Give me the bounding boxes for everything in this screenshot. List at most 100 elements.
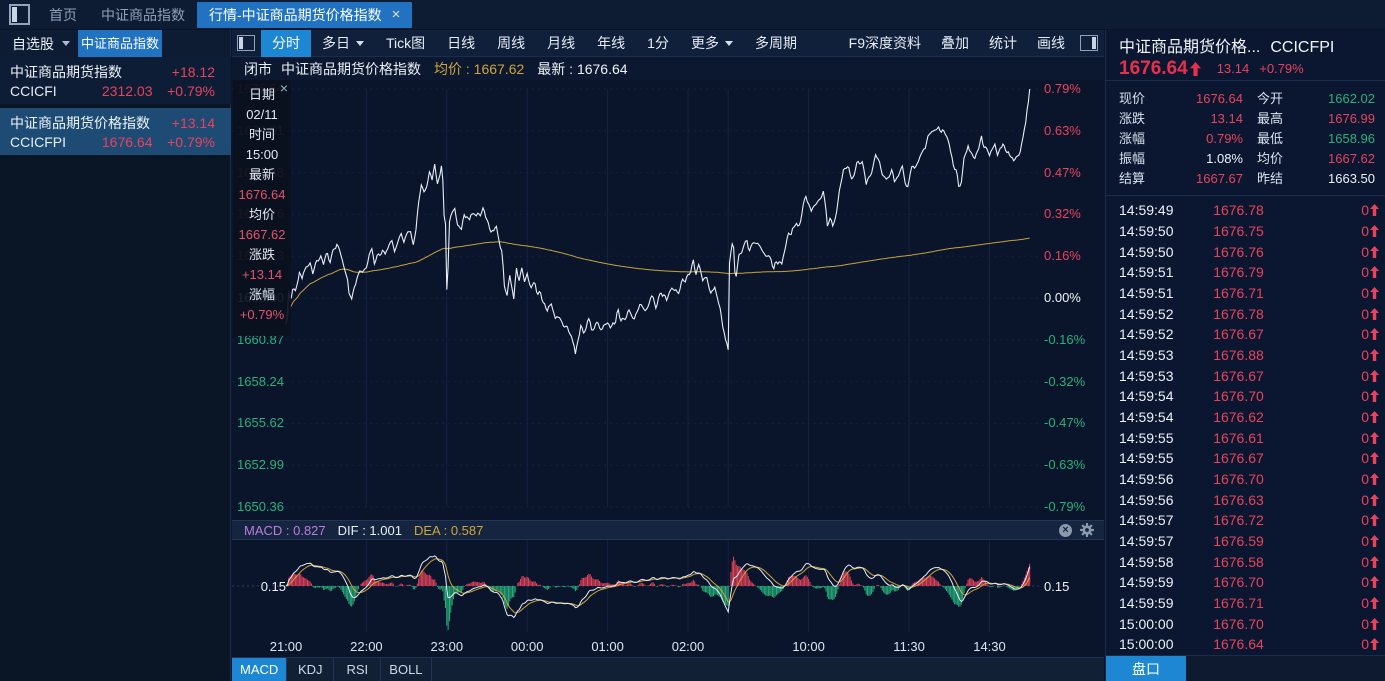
quote-field-label: 现价 [1119,91,1146,106]
tick-price: 1676.76 [1213,243,1264,260]
quote-field-value: 1667.62 [1328,151,1375,166]
indicator-tab-bar: MACD KDJ RSI BOLL [232,657,1104,681]
tick-volume-value: 0 [1361,471,1369,488]
tick-row: 14:59:50 1676.75 0 [1106,221,1385,242]
overlay-button[interactable]: 叠加 [941,34,969,51]
f9-depth-button[interactable]: F9深度资料 [848,34,921,51]
tick-price: 1676.71 [1213,285,1264,302]
toolbar-right-group: F9深度资料 叠加 统计 画线 [839,30,1104,57]
time-axis-label: 11:30 [893,639,925,654]
tick-volume-value: 0 [1361,367,1369,384]
tick-row: 14:59:57 1676.59 0 [1106,531,1385,552]
arrow-up-icon [1370,369,1379,382]
tick-time: 14:59:51 [1119,285,1174,302]
percent-axis-label: -0.63% [1044,457,1086,473]
tick-row: 14:59:59 1676.71 0 [1106,593,1385,614]
period-button-label: 日线 [447,34,476,51]
period-button-label: 更多 [690,34,719,51]
period-button[interactable]: 年线 [586,30,636,57]
order-book-button[interactable]: 盘口 [1106,656,1186,681]
tick-row: 14:59:59 1676.70 0 [1106,572,1385,593]
period-button[interactable]: 日线 [436,30,486,57]
instrument-change: +18.12 [171,63,215,80]
percent-axis-label: -0.79% [1044,499,1086,514]
tick-row: 14:59:51 1676.71 0 [1106,283,1385,304]
indicator-tab[interactable]: BOLL [381,658,432,681]
macd-axis-label-right: 0.15 [1044,579,1070,594]
watchlist-item[interactable]: 中证商品期货价格指数 +13.14 CCICFPI 1676.64 +0.79% [0,108,231,155]
app-layout-icon[interactable] [9,4,30,25]
watchlist-group-tab[interactable]: 中证商品指数 [78,30,163,57]
tick-volume: 0 [1361,450,1385,466]
tick-time: 15:00:00 [1119,615,1174,632]
period-button[interactable]: Tick图 [375,30,436,57]
tick-time: 14:59:50 [1119,243,1174,260]
tick-volume: 0 [1361,595,1385,611]
instrument-name: 中证商品期货价格指数 [10,114,150,131]
period-button[interactable]: 周线 [486,30,536,57]
macd-header: MACD : 0.827 DIF : 1.001 DEA : 0.587 × [232,520,1104,540]
chart-canvas[interactable]: 1676.641674.011671.381668.761666.131663.… [232,80,1104,657]
time-axis-label: 10:00 [792,639,825,654]
percent-axis-label: 0.63% [1044,122,1081,138]
quote-field-value: 13.14 [1210,111,1243,126]
tick-time: 14:59:55 [1119,450,1174,467]
quote-grid-row: 结算 1667.67 昨结 1663.50 [1106,169,1385,189]
period-button[interactable]: 多周期 [744,30,808,57]
tick-volume-value: 0 [1361,595,1369,612]
time-axis-label: 01:00 [591,639,624,654]
indicator-tab[interactable]: MACD [232,658,288,681]
tick-row: 14:59:51 1676.79 0 [1106,262,1385,283]
time-axis-label: 22:00 [350,639,383,654]
tab-home[interactable]: 首页 [49,6,77,23]
period-button[interactable]: 更多 [680,30,744,57]
indicator-tab[interactable]: KDJ [287,658,335,681]
watchlist-group-select[interactable]: 自选股 [12,35,54,52]
tooltip-row: 日期 [248,87,275,102]
panel-toggle-right-icon[interactable] [1080,35,1098,51]
macd-value: MACD : 0.827 [244,522,326,538]
tick-volume: 0 [1361,409,1385,425]
watchlist-item[interactable]: 中证商品期货指数 +18.12 CCICFI 2312.03 +0.79% [0,57,231,104]
tab-csi-commodity-index[interactable]: 中证商品指数 [101,6,185,23]
gear-icon[interactable] [1080,523,1094,537]
period-button[interactable]: 1分 [636,30,680,57]
arrow-up-icon [1370,245,1379,258]
statistics-button[interactable]: 统计 [989,34,1017,51]
arrow-up-icon [1370,617,1379,630]
period-button-label: 月线 [547,34,576,51]
quote-grid-row: 现价 1676.64 今开 1662.02 [1106,89,1385,109]
panel-toggle-left-icon[interactable] [237,35,255,51]
tick-volume: 0 [1361,326,1385,342]
tick-volume-value: 0 [1361,533,1369,550]
quote-instrument-code: CCICFPI [1270,39,1335,56]
tooltip-row: 1676.64 [238,187,286,202]
close-indicator-icon[interactable]: × [1059,523,1072,537]
tick-volume-value: 0 [1361,264,1369,281]
arrow-up-icon [1189,61,1201,76]
tick-row: 15:00:00 1676.64 0 [1106,634,1385,655]
tooltip-close-icon[interactable]: × [279,80,288,96]
arrow-up-icon [1370,204,1379,217]
tick-time: 14:59:52 [1119,326,1174,343]
tick-volume-value: 0 [1361,223,1369,239]
tooltip-row: 15:00 [245,147,279,162]
indicator-tab[interactable]: RSI [334,658,382,681]
draw-line-button[interactable]: 画线 [1037,34,1065,51]
percent-axis-label: 0.32% [1044,206,1081,222]
tooltip-row: 均价 [248,207,275,222]
tooltip-row: 涨幅 [248,287,275,302]
quote-field-value: 1.08% [1206,151,1243,166]
tooltip-row: +13.14 [241,267,283,282]
period-button-label: Tick图 [386,34,426,51]
period-button[interactable]: 月线 [536,30,586,57]
tab-quote-ccicfpi[interactable]: 行情-中证商品期货价格指数 × [197,1,413,28]
period-button-label: 1分 [647,34,669,51]
tick-price: 1676.75 [1213,223,1264,239]
arrow-up-icon [1370,411,1379,424]
period-button[interactable]: 分时 [261,29,311,57]
price-axis-label: 1650.36 [237,499,284,514]
tab-close-icon[interactable]: × [391,5,401,23]
period-button[interactable]: 多日 [311,30,375,57]
arrow-up-icon [1370,576,1379,589]
